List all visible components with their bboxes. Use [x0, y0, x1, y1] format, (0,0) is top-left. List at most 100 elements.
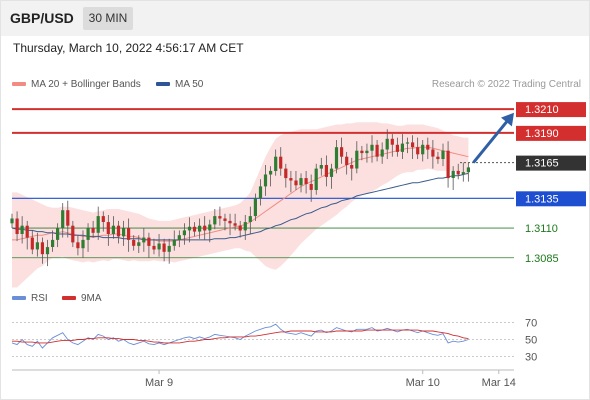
candle [365, 143, 369, 163]
candle [40, 237, 44, 264]
candle-body [111, 225, 115, 234]
candle-body [76, 242, 80, 249]
candle [25, 220, 29, 250]
candle [127, 218, 131, 252]
candle-body [309, 184, 313, 190]
level-label: 1.3110 [525, 223, 558, 235]
candle [446, 141, 450, 188]
candle-body [147, 237, 151, 246]
candle [172, 230, 176, 251]
x-tick-label: Mar 10 [406, 377, 440, 389]
candle [370, 135, 374, 163]
candle-body [96, 216, 100, 233]
candle-body [162, 243, 166, 252]
candle [152, 238, 156, 255]
candle [416, 137, 420, 160]
candle [243, 214, 247, 240]
candle [157, 233, 161, 257]
candle-body [172, 239, 176, 246]
candle [208, 219, 212, 243]
candle [355, 141, 359, 174]
candle [61, 203, 65, 238]
header-bar: GBP/USD 30 MIN [0, 0, 590, 36]
candle-body [263, 174, 268, 187]
candle-body [334, 147, 339, 169]
candle-body [218, 216, 222, 219]
candle [248, 206, 252, 234]
candle [380, 142, 384, 164]
candle-body [355, 150, 359, 169]
level-label-bg [516, 125, 586, 141]
candle-body [279, 156, 283, 169]
candle-body [198, 225, 202, 232]
candle-body [456, 170, 460, 175]
candle [86, 223, 90, 252]
level-label-bg [516, 102, 586, 118]
candle-body [329, 168, 334, 177]
candle-body [395, 144, 399, 152]
legend-ma50: MA 50 [156, 79, 203, 90]
candle [345, 151, 349, 175]
candle-body [208, 224, 212, 231]
rsi-ma-swatch [62, 296, 76, 301]
candle [395, 137, 399, 157]
rsi-tick-label: 70 [525, 318, 537, 330]
candle-body [284, 168, 288, 179]
candle [51, 230, 55, 252]
candle-body [137, 242, 141, 246]
candle-body [294, 180, 298, 186]
candle-body [340, 147, 344, 157]
candle [461, 162, 465, 182]
candle [147, 232, 151, 258]
candle [324, 155, 328, 187]
candle [456, 163, 460, 180]
candle-body [122, 228, 126, 237]
candle [319, 157, 323, 176]
candle-body [426, 144, 430, 150]
candle [177, 230, 181, 248]
candle [431, 140, 435, 169]
candle-body [192, 226, 197, 232]
candle-body [228, 220, 232, 224]
candle-body [132, 239, 136, 246]
candle-body [101, 216, 105, 222]
candle-body [187, 226, 192, 231]
candle-body [451, 170, 455, 178]
candle [167, 238, 171, 264]
legend-ma20-label: MA 20 + Bollinger Bands [31, 79, 141, 90]
candle-body [304, 178, 308, 184]
candle-body [380, 149, 384, 157]
candle-body [350, 165, 354, 169]
candle-body [86, 228, 90, 240]
candle-body [66, 210, 70, 226]
candle [289, 170, 293, 193]
rsi-line [11, 323, 469, 349]
candle-body [416, 147, 420, 155]
bollinger-band-fill [12, 122, 469, 288]
candle-body [238, 225, 242, 231]
timeframe-button[interactable]: 30 MIN [83, 7, 133, 30]
level-label: 1.3190 [525, 128, 559, 140]
candle [238, 220, 242, 238]
candle-body [45, 247, 50, 255]
candle [309, 174, 313, 202]
level-label: 1.3085 [525, 253, 559, 265]
candle-body [269, 170, 273, 175]
candle-body [71, 225, 75, 243]
candle [116, 220, 121, 244]
candle-body [441, 150, 445, 159]
candle [15, 211, 19, 242]
ma50-swatch [156, 82, 170, 87]
candle [223, 213, 227, 231]
candle [20, 216, 24, 244]
candle-body [421, 144, 425, 155]
candle-body [411, 142, 415, 148]
candle-body [51, 239, 55, 247]
candle-body [61, 210, 65, 228]
candle [122, 220, 126, 246]
candle [400, 134, 404, 160]
candle [76, 235, 80, 256]
candle-body [152, 245, 156, 250]
candle [329, 163, 334, 189]
